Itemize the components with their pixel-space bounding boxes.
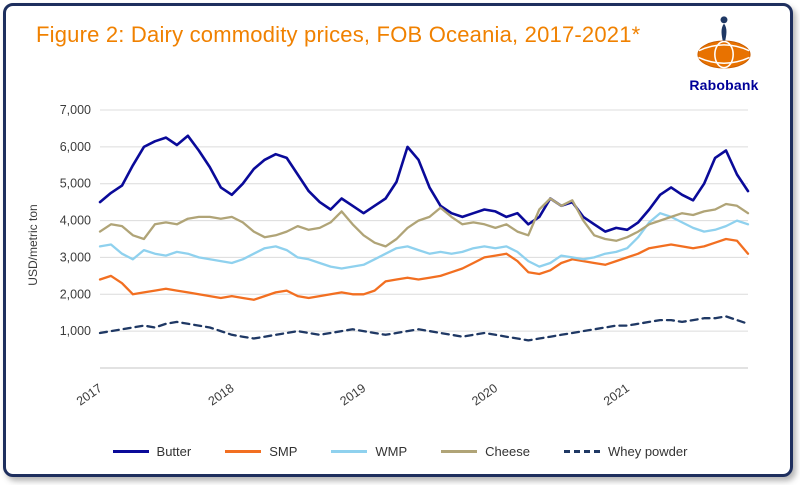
legend-label-wmp: WMP (375, 444, 408, 459)
wmp-line-swatch (331, 450, 368, 453)
svg-text:2,000: 2,000 (60, 287, 91, 301)
svg-text:1,000: 1,000 (60, 324, 91, 338)
legend-item-wmp: WMP (331, 444, 407, 459)
legend-label-whey-powder: Whey powder (607, 444, 688, 459)
rabobank-logo: Rabobank (676, 14, 772, 93)
svg-text:2020: 2020 (469, 381, 500, 408)
legend-item-cheese: Cheese (441, 444, 530, 459)
chart-legend: Butter SMP WMP Cheese Whey powder (0, 444, 800, 459)
price-chart-svg: 1,000 2,000 3,000 4,000 5,000 6,000 7,000 2017 2… (60, 103, 750, 408)
whey-powder-line-swatch (563, 450, 600, 453)
svg-text:2021: 2021 (601, 381, 632, 408)
legend-item-whey-powder: Whey powder (563, 444, 688, 459)
svg-text:2017: 2017 (74, 381, 105, 408)
rabobank-gyroscope-icon (685, 16, 763, 74)
y-axis-title: USD/metric ton (26, 204, 40, 286)
svg-text:7,000: 7,000 (60, 103, 91, 117)
cheese-line-swatch (441, 450, 478, 453)
svg-text:6,000: 6,000 (60, 140, 91, 154)
legend-label-smp: SMP (269, 444, 298, 459)
svg-text:3,000: 3,000 (60, 250, 91, 264)
price-chart: 1,000 2,000 3,000 4,000 5,000 6,000 7,000 2017 2… (40, 100, 764, 422)
legend-label-cheese: Cheese (485, 444, 530, 459)
rabobank-wordmark: Rabobank (689, 77, 759, 93)
svg-text:2019: 2019 (338, 381, 369, 408)
smp-line-swatch (225, 450, 262, 453)
svg-text:4,000: 4,000 (60, 214, 91, 228)
legend-item-butter: Butter (112, 444, 192, 459)
figure-title: Figure 2: Dairy commodity prices, FOB Oc… (36, 22, 641, 47)
svg-text:5,000: 5,000 (60, 177, 91, 191)
svg-text:2018: 2018 (206, 381, 237, 408)
butter-line-swatch (112, 450, 149, 453)
legend-item-smp: SMP (225, 444, 297, 459)
legend-label-butter: Butter (156, 444, 192, 459)
